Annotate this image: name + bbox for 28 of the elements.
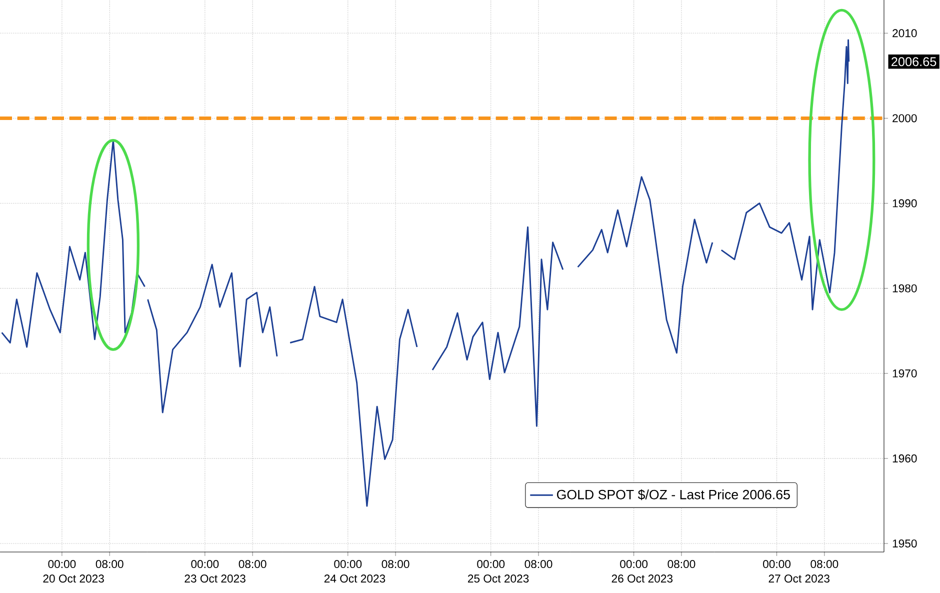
- y-tick-label: 2010: [892, 29, 917, 38]
- x-axis-title: 26 Oct 2023: [612, 574, 673, 583]
- x-tick-label: 00:00: [334, 560, 362, 568]
- y-tick-label: 1970: [892, 369, 917, 378]
- y-tick-label: 1960: [892, 454, 917, 462]
- legend-label: GOLD SPOT $/OZ - Last Price 2006.65: [556, 489, 790, 500]
- y-tick-label: 2000: [892, 114, 917, 122]
- x-axis-title: 27 Oct 2023: [768, 574, 830, 583]
- x-axis-title: 23 Oct 2023: [184, 574, 246, 583]
- text: 2006.65: [892, 57, 936, 66]
- x-tick-label: 08:00: [96, 560, 124, 568]
- x-tick-label: 08:00: [382, 560, 410, 568]
- x-axis-title: 20 Oct 2023: [43, 574, 104, 583]
- x-axis-title: 25 Oct 2023: [468, 574, 529, 583]
- x-tick-label: 08:00: [524, 560, 552, 568]
- x-tick-label: 00:00: [763, 560, 790, 568]
- x-tick-label: 00:00: [620, 560, 648, 568]
- y-tick-label: 1950: [892, 539, 917, 548]
- x-tick-label: 00:00: [191, 560, 219, 568]
- y-tick-label: 1990: [892, 199, 917, 208]
- y-tick-label: 1980: [892, 284, 917, 292]
- x-tick-label: 08:00: [238, 560, 266, 568]
- x-tick-label: 00:00: [477, 560, 505, 568]
- x-axis-title: 24 Oct 2023: [324, 574, 386, 583]
- line-series: [720, 39, 850, 310]
- x-tick-label: 00:00: [48, 560, 76, 568]
- x-tick-label: 08:00: [810, 560, 838, 568]
- x-tick-label: 08:00: [668, 560, 696, 568]
